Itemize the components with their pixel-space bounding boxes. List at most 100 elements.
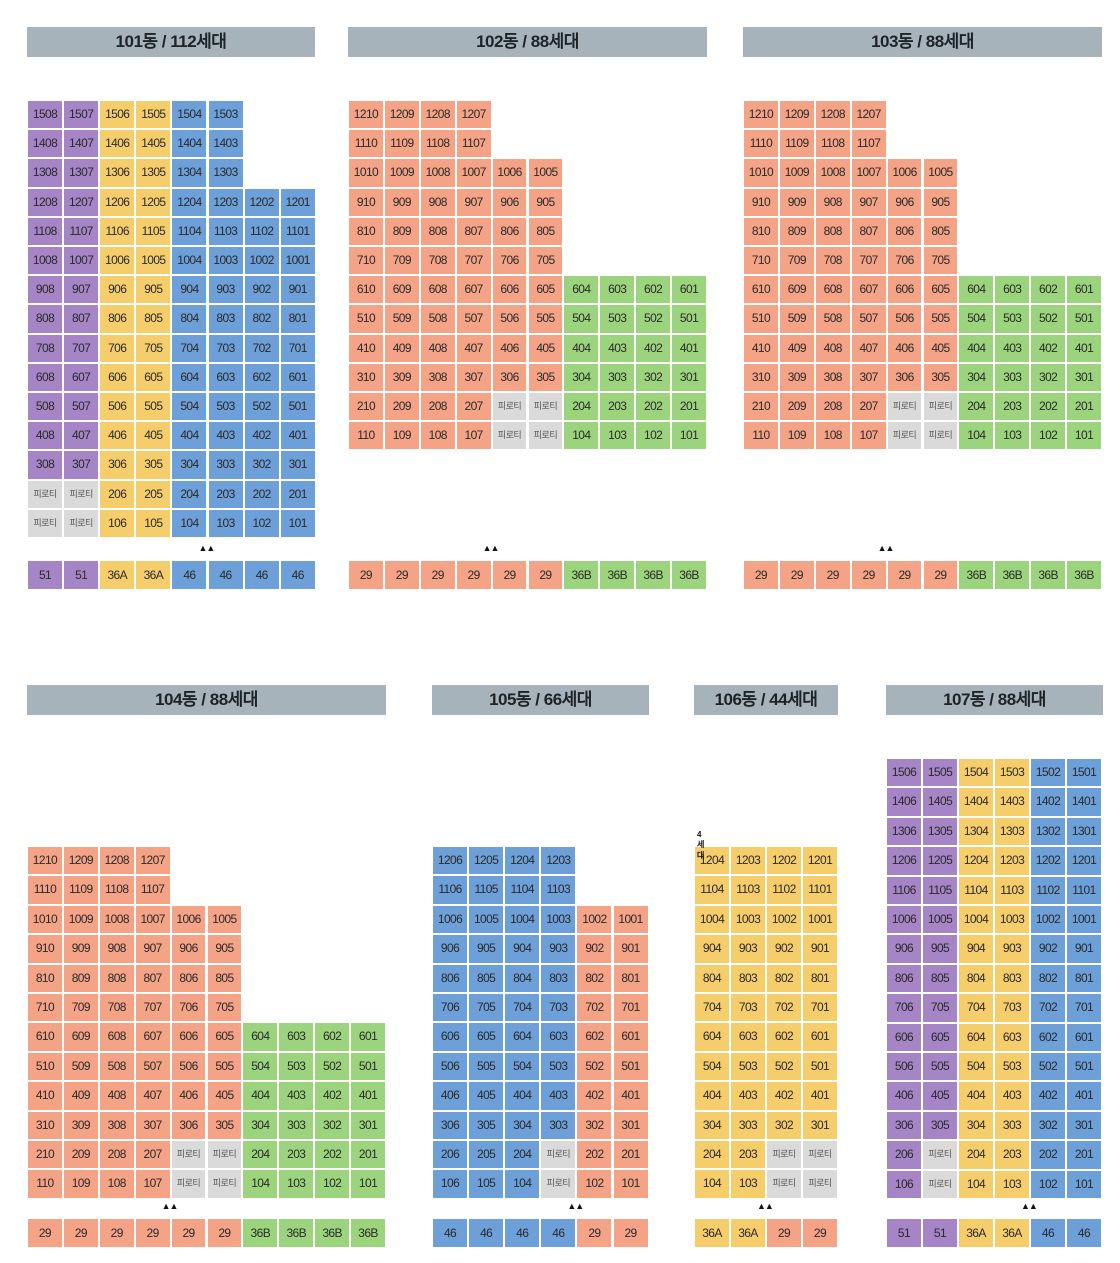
unit-cell[interactable]: 1204 xyxy=(694,846,730,876)
unit-cell[interactable]: 602 xyxy=(1030,1022,1066,1052)
unit-cell[interactable]: 1008 xyxy=(419,158,456,188)
unit-cell[interactable]: 610 xyxy=(348,275,384,305)
unit-cell[interactable]: 1106 xyxy=(432,875,469,905)
unit-cell[interactable]: 607 xyxy=(134,1022,171,1052)
unit-cell[interactable]: 109 xyxy=(62,1169,99,1199)
unit-cell[interactable]: 702 xyxy=(576,993,613,1023)
unit-cell[interactable]: 506 xyxy=(99,392,136,422)
unit-cell[interactable]: 808 xyxy=(419,216,456,246)
unit-cell[interactable]: 1204 xyxy=(958,846,994,876)
unit-cell[interactable]: 604 xyxy=(958,275,995,305)
unit-cell[interactable]: 210 xyxy=(27,1140,63,1170)
unit-cell[interactable]: 304 xyxy=(171,450,208,480)
unit-cell[interactable]: 602 xyxy=(1030,275,1067,305)
unit-cell[interactable]: 105 xyxy=(468,1169,505,1199)
unit-cell[interactable]: 602 xyxy=(766,1022,802,1052)
unit-cell[interactable]: 406 xyxy=(432,1081,469,1111)
unit-cell[interactable]: 204 xyxy=(242,1140,279,1170)
unit-cell[interactable]: 1103 xyxy=(730,875,766,905)
unit-cell[interactable]: 104 xyxy=(242,1169,279,1199)
unit-cell[interactable]: 809 xyxy=(383,216,420,246)
unit-cell[interactable]: 1006 xyxy=(491,158,528,188)
unit-cell[interactable]: 404 xyxy=(242,1081,279,1111)
unit-cell[interactable]: 1004 xyxy=(171,246,208,276)
unit-cell[interactable]: 906 xyxy=(170,934,207,964)
unit-cell[interactable]: 701 xyxy=(612,993,649,1023)
unit-cell[interactable]: 808 xyxy=(98,963,135,993)
unit-cell[interactable]: 402 xyxy=(1030,1081,1066,1111)
unit-cell[interactable]: 1401 xyxy=(1066,787,1102,817)
unit-cell[interactable]: 508 xyxy=(27,392,64,422)
unit-cell[interactable]: 1507 xyxy=(63,100,100,130)
unit-cell[interactable]: 307 xyxy=(134,1110,171,1140)
unit-cell[interactable]: 601 xyxy=(1066,1022,1102,1052)
unit-cell[interactable]: 703 xyxy=(207,333,244,363)
unit-cell[interactable]: 910 xyxy=(27,934,63,964)
unit-cell[interactable]: 607 xyxy=(455,275,492,305)
unit-cell[interactable]: 1010 xyxy=(27,904,63,935)
unit-cell[interactable]: 309 xyxy=(778,362,815,392)
unit-cell[interactable]: 102 xyxy=(1030,1169,1066,1199)
unit-cell[interactable]: 1210 xyxy=(348,100,384,130)
unit-cell[interactable]: 909 xyxy=(778,187,815,217)
unit-cell[interactable]: 1106 xyxy=(99,216,136,246)
piloti-cell[interactable]: 피로티 xyxy=(527,392,564,422)
unit-cell[interactable]: 1106 xyxy=(886,875,922,905)
unit-cell[interactable]: 1005 xyxy=(527,158,564,188)
unit-cell[interactable]: 507 xyxy=(63,392,100,422)
unit-cell[interactable]: 802 xyxy=(1030,963,1066,994)
unit-cell[interactable]: 304 xyxy=(958,362,995,392)
unit-cell[interactable]: 904 xyxy=(504,934,541,964)
unit-cell[interactable]: 903 xyxy=(730,934,766,964)
unit-cell[interactable]: 403 xyxy=(994,333,1031,363)
unit-cell[interactable]: 101 xyxy=(612,1169,649,1199)
unit-cell[interactable]: 707 xyxy=(850,246,887,276)
unit-cell[interactable]: 1306 xyxy=(886,816,922,847)
unit-cell[interactable]: 1002 xyxy=(576,904,613,935)
unit-cell[interactable]: 302 xyxy=(314,1110,351,1140)
unit-cell[interactable]: 1107 xyxy=(63,216,100,246)
unit-cell[interactable]: 307 xyxy=(455,362,492,392)
unit-cell[interactable]: 702 xyxy=(766,993,802,1023)
unit-cell[interactable]: 502 xyxy=(576,1051,613,1082)
unit-cell[interactable]: 1506 xyxy=(99,100,136,130)
unit-cell[interactable]: 1010 xyxy=(348,158,384,188)
unit-cell[interactable]: 303 xyxy=(278,1110,315,1140)
unit-cell[interactable]: 805 xyxy=(135,304,172,334)
unit-cell[interactable]: 601 xyxy=(279,362,316,392)
unit-cell[interactable]: 307 xyxy=(63,450,100,480)
unit-cell[interactable]: 1205 xyxy=(135,187,172,217)
unit-cell[interactable]: 507 xyxy=(134,1051,171,1082)
unit-cell[interactable]: 402 xyxy=(314,1081,351,1111)
unit-cell[interactable]: 1004 xyxy=(504,904,541,935)
unit-cell[interactable]: 503 xyxy=(994,304,1031,334)
unit-cell[interactable]: 1010 xyxy=(743,158,779,188)
unit-cell[interactable]: 610 xyxy=(743,275,779,305)
unit-cell[interactable]: 501 xyxy=(802,1051,838,1082)
unit-cell[interactable]: 809 xyxy=(778,216,815,246)
unit-cell[interactable]: 208 xyxy=(814,392,851,422)
unit-cell[interactable]: 901 xyxy=(802,934,838,964)
unit-cell[interactable]: 905 xyxy=(135,275,172,305)
unit-cell[interactable]: 504 xyxy=(171,392,208,422)
unit-cell[interactable]: 109 xyxy=(778,421,815,451)
unit-cell[interactable]: 405 xyxy=(922,333,959,363)
unit-cell[interactable]: 403 xyxy=(994,1081,1030,1111)
unit-cell[interactable]: 1006 xyxy=(886,905,922,935)
unit-cell[interactable]: 1109 xyxy=(62,875,99,905)
unit-cell[interactable]: 603 xyxy=(540,1022,577,1052)
unit-cell[interactable]: 602 xyxy=(576,1022,613,1052)
unit-cell[interactable]: 404 xyxy=(958,1081,994,1111)
unit-cell[interactable]: 810 xyxy=(743,216,779,246)
unit-cell[interactable]: 510 xyxy=(348,304,384,334)
unit-cell[interactable]: 604 xyxy=(694,1022,730,1052)
unit-cell[interactable]: 609 xyxy=(62,1022,99,1052)
unit-cell[interactable]: 503 xyxy=(994,1052,1030,1082)
unit-cell[interactable]: 708 xyxy=(27,333,64,363)
unit-cell[interactable]: 506 xyxy=(886,1052,922,1082)
unit-cell[interactable]: 1008 xyxy=(98,904,135,935)
unit-cell[interactable]: 208 xyxy=(98,1140,135,1170)
piloti-cell[interactable]: 피로티 xyxy=(206,1140,243,1170)
unit-cell[interactable]: 801 xyxy=(1066,963,1102,994)
unit-cell[interactable]: 305 xyxy=(922,362,959,392)
